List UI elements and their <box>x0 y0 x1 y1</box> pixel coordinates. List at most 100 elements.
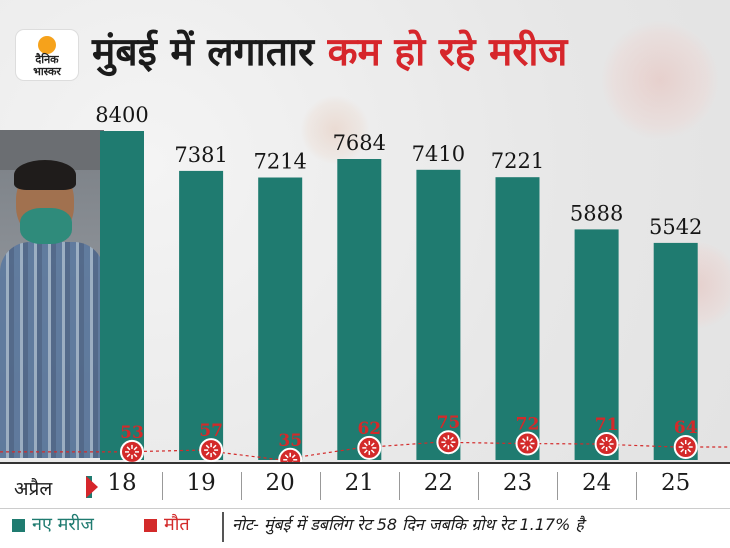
sun-icon <box>38 36 56 54</box>
virus-spike <box>680 448 685 453</box>
deaths-line <box>0 441 730 461</box>
bar-new-patients <box>653 242 698 460</box>
legend-swatch-deaths <box>144 519 157 532</box>
bar-new-patients <box>258 177 303 460</box>
virus-spike <box>687 441 692 446</box>
bar-new-patients <box>179 170 224 460</box>
tick-separator <box>319 472 321 500</box>
virus-spike <box>449 443 454 448</box>
virus-spike <box>370 442 375 447</box>
bar-value-label: 5888 <box>570 201 623 225</box>
virus-marker-icon <box>515 431 540 456</box>
virus-spike <box>370 449 375 454</box>
x-axis-label: अप्रैल <box>14 478 53 500</box>
tick-separator <box>398 472 400 500</box>
tick-separator <box>636 472 638 500</box>
logo-text-line1: दैनिक <box>35 53 59 66</box>
bar-new-patients <box>416 169 461 461</box>
legend-swatch-new-patients <box>12 519 25 532</box>
person-photo <box>0 130 104 458</box>
face-mask-icon <box>20 208 72 244</box>
virus-marker-icon <box>199 438 224 463</box>
x-tick-label: 24 <box>581 470 612 496</box>
virus-spike <box>449 436 454 441</box>
photo-shirt <box>0 242 104 458</box>
bar-new-patients <box>495 177 540 460</box>
virus-spike <box>205 451 210 456</box>
virus-marker-icon <box>357 435 382 460</box>
death-value-label: 62 <box>357 419 381 439</box>
page-title: मुंबई में लगातार कम हो रहे मरीज <box>92 18 567 88</box>
bar-value-label: 7410 <box>412 142 465 166</box>
x-axis <box>0 462 730 510</box>
virus-marker-icon <box>594 432 619 456</box>
virus-spike <box>522 445 526 450</box>
virus-spike <box>291 454 296 459</box>
footer <box>0 508 730 548</box>
virus-decoration-icon <box>600 20 720 140</box>
brand-logo: दैनिक भास्कर <box>16 30 78 80</box>
logo-text-line2: भास्कर <box>33 65 61 78</box>
virus-spike <box>284 454 289 459</box>
virus-spike <box>133 453 138 458</box>
bar-value-label: 7381 <box>174 143 227 167</box>
virus-spike <box>363 449 368 454</box>
footer-note: नोट- मुंबई में डबलिंग रेट 58 दिन जबकि ग्… <box>232 515 584 534</box>
virus-spike <box>601 438 606 443</box>
x-tick-label: 20 <box>265 470 295 496</box>
virus-spike <box>522 438 526 442</box>
bar-new-patients <box>100 131 144 460</box>
bar-new-patients <box>337 159 382 460</box>
virus-decoration-icon <box>300 95 370 165</box>
virus-spike <box>529 438 533 442</box>
x-tick-label: 21 <box>344 470 374 496</box>
death-value-label: 53 <box>120 423 144 443</box>
title-part-2: कम हो रहे मरीज <box>327 30 568 75</box>
virus-spike <box>680 441 685 446</box>
death-value-label: 64 <box>674 418 698 438</box>
virus-spike <box>133 446 138 451</box>
virus-spike <box>608 438 613 443</box>
arrow-right-icon <box>86 476 98 498</box>
virus-spike <box>212 451 217 456</box>
death-value-label: 71 <box>595 415 619 435</box>
virus-marker-icon <box>673 435 698 459</box>
bar-value-label: 5542 <box>649 215 702 239</box>
virus-spike <box>212 444 217 449</box>
virus-spike <box>126 446 131 451</box>
bar-value-label: 7214 <box>253 150 306 174</box>
x-tick-label: 23 <box>502 470 533 496</box>
death-value-label: 57 <box>199 421 223 441</box>
virus-marker-icon <box>436 430 461 455</box>
legend-label-deaths: मौत <box>164 514 190 535</box>
virus-spike <box>205 444 210 449</box>
x-tick-label: 18 <box>107 470 137 496</box>
virus-spike <box>442 436 447 441</box>
virus-spike <box>442 443 447 448</box>
photo-hair <box>14 160 76 190</box>
title-part-1: मुंबई में लगातार <box>92 30 314 75</box>
virus-spike <box>363 442 368 447</box>
x-tick-label: 22 <box>423 470 454 496</box>
virus-spike <box>687 448 692 453</box>
death-value-label: 75 <box>437 413 461 433</box>
footer-divider <box>222 512 224 542</box>
bar-value-label: 8400 <box>95 103 148 127</box>
tick-separator <box>240 472 242 500</box>
tick-separator <box>557 472 558 500</box>
x-tick-label: 19 <box>186 470 216 496</box>
virus-spike <box>529 445 533 450</box>
virus-spike <box>608 445 613 450</box>
bar-value-label: 7684 <box>333 131 386 155</box>
virus-spike <box>126 453 131 458</box>
virus-marker-icon <box>120 439 144 464</box>
tick-separator <box>477 472 479 500</box>
bar-value-label: 7221 <box>491 149 544 173</box>
death-value-label: 35 <box>278 431 302 451</box>
legend-label-new-patients: नए मरीज <box>32 514 94 535</box>
x-tick-label: 25 <box>661 470 691 496</box>
death-value-label: 72 <box>516 415 540 435</box>
tick-separator <box>161 472 163 500</box>
